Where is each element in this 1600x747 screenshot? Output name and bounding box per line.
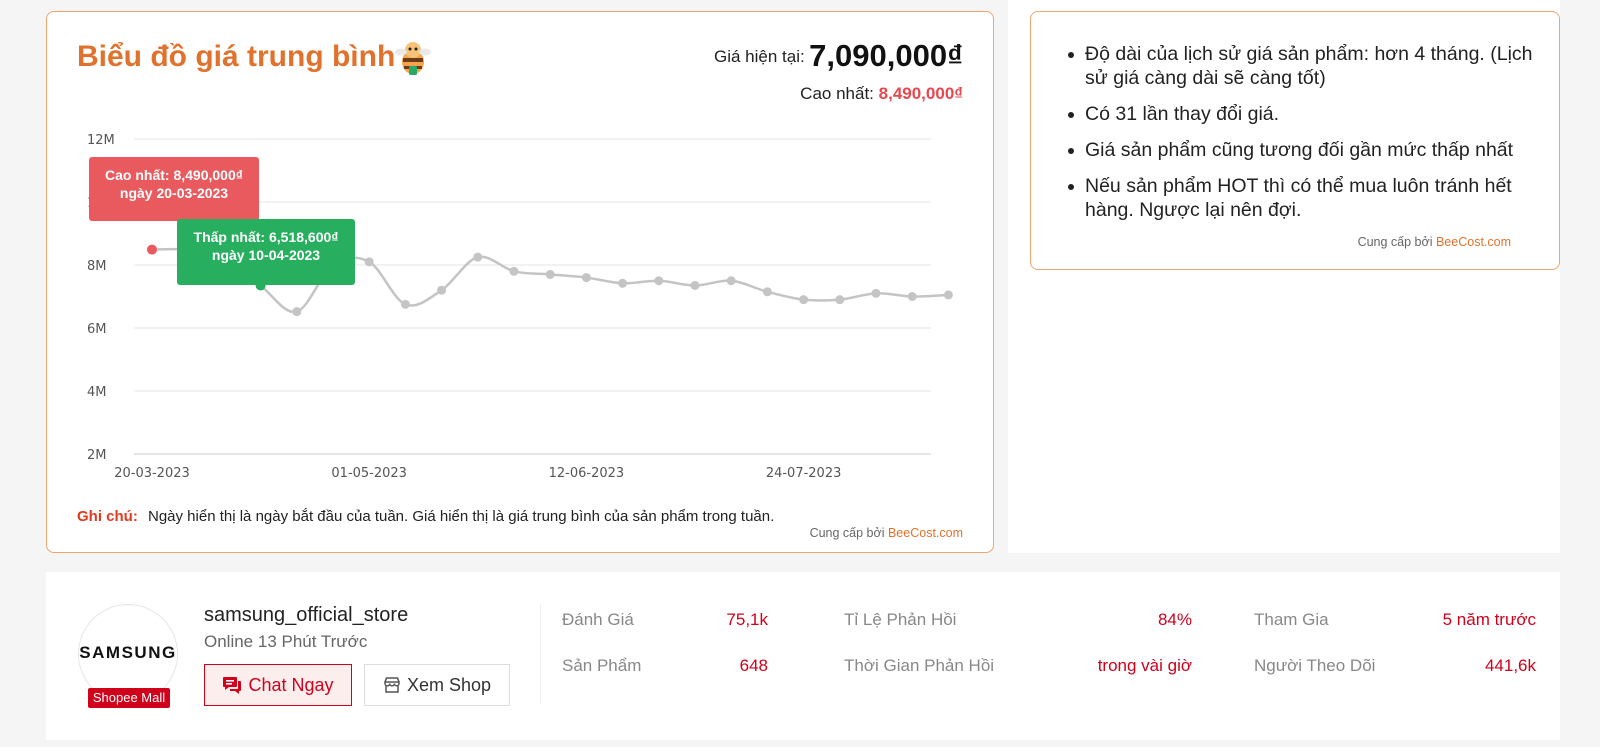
- shop-avatar[interactable]: SAMSUNG: [78, 604, 178, 704]
- insights-list: Độ dài của lịch sử giá sản phẩm: hơn 4 t…: [1065, 42, 1535, 234]
- provider-prefix: Cung cấp bởi: [809, 526, 885, 540]
- tooltip-max-line2: ngày 20-03-2023: [119, 185, 229, 201]
- data-point: [762, 287, 772, 297]
- stat-response-time-label: Thời Gian Phản Hồi: [844, 656, 995, 675]
- data-point: [292, 307, 302, 317]
- stat-joined-value: 5 năm trước: [1442, 610, 1536, 629]
- max-price-label: Cao nhất:: [800, 84, 874, 103]
- y-tick-label: 2M: [87, 448, 107, 463]
- insight-item: Có 31 lần thay đổi giá.: [1065, 102, 1535, 126]
- data-point: [726, 276, 736, 286]
- shop-name: samsung_official_store: [204, 604, 409, 626]
- stat-products-label: Sản Phẩm: [562, 656, 642, 675]
- bee-mascot-icon: [395, 42, 431, 75]
- chart-note: Ghi chú: Ngày hiển thị là ngày bắt đầu c…: [77, 508, 774, 525]
- data-point: [835, 295, 845, 305]
- x-tick-label: 24-07-2023: [766, 466, 842, 481]
- price-chart-card: Biểu đồ giá trung bình Giá hiện tại: 7,0…: [46, 11, 994, 553]
- data-point: [147, 244, 157, 255]
- x-tick-label: 12-06-2023: [549, 466, 625, 481]
- y-tick-label: 8M: [87, 259, 107, 274]
- insights-provider: Cung cấp bởi BeeCost.com: [1358, 235, 1511, 249]
- stat-joined-label: Tham Gia: [1254, 610, 1329, 629]
- chart-provider: Cung cấp bởi BeeCost.com: [810, 526, 963, 540]
- shop-logo-text: SAMSUNG: [79, 643, 177, 662]
- shopee-mall-badge: Shopee Mall: [88, 688, 170, 708]
- chat-icon: [223, 677, 242, 694]
- note-label: Ghi chú:: [77, 508, 138, 525]
- data-point: [943, 290, 953, 300]
- data-point: [690, 280, 700, 290]
- shop-online-status: Online 13 Phút Trước: [204, 632, 368, 651]
- provider-link[interactable]: BeeCost.com: [887, 526, 963, 540]
- data-point: [437, 285, 447, 295]
- provider-prefix: Cung cấp bởi: [1357, 235, 1433, 249]
- max-price-value: 8,490,000₫: [878, 84, 963, 103]
- stat-response-rate-label: Tỉ Lệ Phản Hồi: [844, 610, 957, 629]
- note-text: Ngày hiển thị là ngày bắt đầu của tuần. …: [148, 508, 775, 525]
- data-point: [871, 288, 881, 298]
- data-point: [799, 295, 809, 305]
- tooltip-min-line1: Thấp nhất: 6,518,600₫: [193, 229, 339, 245]
- data-point: [473, 252, 483, 262]
- insight-item: Độ dài của lịch sử giá sản phẩm: hơn 4 t…: [1065, 42, 1535, 90]
- tooltip-min-line2: ngày 10-04-2023: [211, 247, 321, 263]
- chat-now-button[interactable]: Chat Ngay: [204, 664, 352, 706]
- data-point: [581, 273, 591, 283]
- current-price: Giá hiện tại: 7,090,000₫: [714, 38, 963, 74]
- data-point: [400, 299, 410, 309]
- y-tick-label: 6M: [87, 322, 107, 337]
- y-tick-label: 12M: [87, 133, 115, 148]
- stat-followers-label: Người Theo Dõi: [1254, 656, 1376, 675]
- store-icon: [384, 677, 400, 693]
- x-tick-label: 20-03-2023: [114, 466, 190, 481]
- current-price-label: Giá hiện tại:: [713, 47, 805, 66]
- data-point: [545, 269, 555, 279]
- y-tick-label: 4M: [87, 385, 107, 400]
- tooltip-max-line1: Cao nhất: 8,490,000₫: [105, 167, 243, 183]
- stat-products-value: 648: [739, 656, 768, 675]
- stat-rating-label: Đánh Giá: [562, 610, 634, 629]
- stat-rating-value: 75,1k: [726, 610, 768, 629]
- insight-item: Nếu sản phẩm HOT thì có thể mua luôn trá…: [1065, 174, 1535, 222]
- price-insights-card: Độ dài của lịch sử giá sản phẩm: hơn 4 t…: [1030, 11, 1560, 270]
- data-point: [618, 278, 628, 288]
- price-line-chart: 2M4M6M8M10M12M20-03-202301-05-202312-06-…: [87, 133, 953, 481]
- view-shop-label: Xem Shop: [406, 674, 492, 695]
- x-tick-label: 01-05-2023: [331, 466, 407, 481]
- data-point: [364, 257, 374, 267]
- divider: [540, 604, 541, 704]
- current-price-value: 7,090,000₫: [809, 38, 963, 73]
- view-shop-button[interactable]: Xem Shop: [364, 664, 510, 706]
- stat-response-rate-value: 84%: [1157, 610, 1192, 629]
- stat-response-time-value: trong vài giờ: [1097, 656, 1192, 675]
- data-point: [907, 292, 917, 301]
- tooltip-min-price: Thấp nhất: 6,518,600₫ ngày 10-04-2023: [177, 219, 355, 285]
- chat-now-label: Chat Ngay: [248, 674, 334, 695]
- insight-item: Giá sản phẩm cũng tương đối gần mức thấp…: [1065, 138, 1535, 162]
- shop-info-card: SAMSUNG Shopee Mall samsung_official_sto…: [46, 572, 1560, 740]
- data-point: [509, 266, 519, 276]
- stat-followers-value: 441,6k: [1484, 656, 1536, 675]
- chart-title: Biểu đồ giá trung bình: [77, 40, 396, 73]
- tooltip-max-price: Cao nhất: 8,490,000₫ ngày 20-03-2023: [89, 157, 259, 221]
- provider-link[interactable]: BeeCost.com: [1435, 235, 1511, 249]
- max-price: Cao nhất: 8,490,000₫: [800, 84, 963, 104]
- data-point: [654, 276, 664, 286]
